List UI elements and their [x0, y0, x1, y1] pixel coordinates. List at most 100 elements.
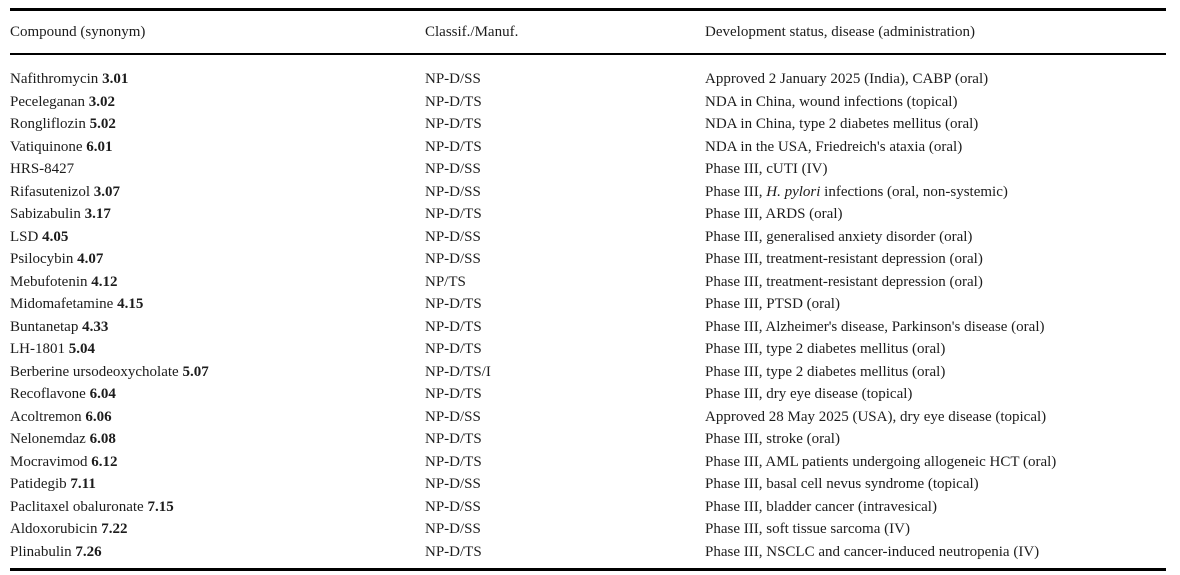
- status-cell: Phase III, type 2 diabetes mellitus (ora…: [705, 361, 1166, 384]
- compound-name: Paclitaxel obaluronate: [10, 498, 144, 515]
- status-cell: NDA in the USA, Friedreich's ataxia (ora…: [705, 136, 1166, 159]
- table-header-row: Compound (synonym) Classif./Manuf. Devel…: [10, 11, 1166, 53]
- status-segment: Phase III, cUTI (IV): [705, 161, 828, 177]
- status-segment: Approved 28 May 2025 (USA), dry eye dise…: [705, 408, 1047, 425]
- classification-cell: NP-D/SS: [425, 161, 481, 177]
- table-rule-bottom: [10, 568, 1166, 571]
- status-cell: Phase III, bladder cancer (intravesical): [705, 496, 1166, 519]
- compound-number: 4.15: [117, 296, 144, 312]
- compound-cell: Plinabulin 7.26: [10, 541, 425, 564]
- status-segment: Phase III, type 2 diabetes mellitus (ora…: [705, 363, 946, 380]
- status-segment: Phase III, treatment-resistant depressio…: [705, 273, 983, 290]
- compound-number: 5.07: [182, 363, 209, 380]
- status-cell: NDA in China, wound infections (topical): [705, 91, 1166, 114]
- status-segment: Phase III, treatment-resistant depressio…: [705, 251, 983, 267]
- classification-cell: NP-D/TS/I: [425, 363, 491, 380]
- status-cell: Approved 2 January 2025 (India), CABP (o…: [705, 68, 1166, 91]
- status-cell: Phase III, treatment-resistant depressio…: [705, 271, 1166, 294]
- compound-number: 3.07: [93, 183, 120, 200]
- compound-cell: HRS-8427: [10, 158, 425, 181]
- classification-cell: NP-D/TS: [425, 431, 482, 447]
- classification-cell: NP-D/SS: [425, 476, 481, 492]
- status-cell: Phase III, treatment-resistant depressio…: [705, 248, 1166, 271]
- compound-number: 3.17: [84, 206, 111, 222]
- status-segment: Phase III, generalised anxiety disorder …: [705, 228, 973, 245]
- compound-cell: Aldoxorubicin 7.22: [10, 518, 425, 541]
- compound-name: Nelonemdaz: [10, 431, 86, 447]
- status-segment: Phase III, dry eye disease (topical): [705, 386, 913, 402]
- compound-name: Midomafetamine: [10, 296, 114, 312]
- table-row: Vatiquinone 6.01 NP-D/TS NDA in the USA,…: [10, 136, 1166, 159]
- classification-cell: NP-D/TS: [425, 543, 482, 560]
- status-segment: infections (oral, non-systemic): [820, 183, 1008, 200]
- classification-cell: NP-D/TS: [425, 138, 482, 155]
- status-cell: Approved 28 May 2025 (USA), dry eye dise…: [705, 406, 1166, 429]
- compound-cell: Vatiquinone 6.01: [10, 136, 425, 159]
- classification-cell: NP-D/TS: [425, 93, 482, 110]
- compound-name: Sabizabulin: [10, 206, 81, 222]
- compound-name: Rifasutenizol: [10, 183, 90, 200]
- compound-number: 3.02: [88, 93, 115, 110]
- status-segment: NDA in China, wound infections (topical): [705, 93, 958, 110]
- table-row: Buntanetap 4.33 NP-D/TS Phase III, Alzhe…: [10, 316, 1166, 339]
- table-row: Aldoxorubicin 7.22 NP-D/SS Phase III, so…: [10, 518, 1166, 541]
- compound-cell: Recoflavone 6.04: [10, 383, 425, 406]
- compound-cell: Buntanetap 4.33: [10, 316, 425, 339]
- compound-number: 4.05: [42, 228, 69, 245]
- classification-cell: NP-D/SS: [425, 228, 481, 245]
- compound-number: 7.11: [70, 476, 96, 492]
- status-cell: Phase III, NSCLC and cancer-induced neut…: [705, 541, 1166, 564]
- compound-number: 4.07: [77, 251, 104, 267]
- clinical-compounds-table: Compound (synonym) Classif./Manuf. Devel…: [10, 8, 1166, 571]
- column-header-compound: Compound (synonym): [10, 23, 146, 40]
- table-row: Nafithromycin 3.01 NP-D/SS Approved 2 Ja…: [10, 68, 1166, 91]
- table-row: Psilocybin 4.07 NP-D/SS Phase III, treat…: [10, 248, 1166, 271]
- table-row: LH-1801 5.04 NP-D/TS Phase III, type 2 d…: [10, 338, 1166, 361]
- status-segment: Phase III, type 2 diabetes mellitus (ora…: [705, 341, 946, 357]
- classification-cell: NP/TS: [425, 273, 466, 290]
- compound-name: Acoltremon: [10, 408, 82, 425]
- status-segment: Phase III, Alzheimer's disease, Parkinso…: [705, 318, 1045, 335]
- status-cell: NDA in China, type 2 diabetes mellitus (…: [705, 113, 1166, 136]
- table-row: Recoflavone 6.04 NP-D/TS Phase III, dry …: [10, 383, 1166, 406]
- status-segment: Phase III, AML patients undergoing allog…: [705, 453, 1057, 470]
- compound-number: 4.12: [91, 273, 118, 290]
- compound-cell: Sabizabulin 3.17: [10, 203, 425, 226]
- compound-name: Nafithromycin: [10, 71, 99, 87]
- status-segment: Phase III, ARDS (oral): [705, 206, 843, 222]
- column-header-development-status: Development status, disease (administrat…: [705, 23, 975, 40]
- compound-number: 5.02: [89, 116, 116, 132]
- compound-cell: Acoltremon 6.06: [10, 406, 425, 429]
- classification-cell: NP-D/TS: [425, 453, 482, 470]
- compound-cell: Mocravimod 6.12: [10, 451, 425, 474]
- status-segment: NDA in China, type 2 diabetes mellitus (…: [705, 116, 979, 132]
- table-row: HRS-8427 NP-D/SS Phase III, cUTI (IV): [10, 158, 1166, 181]
- compound-number: 6.08: [89, 431, 116, 447]
- status-cell: Phase III, H. pylori infections (oral, n…: [705, 181, 1166, 204]
- classification-cell: NP-D/SS: [425, 498, 481, 515]
- table-row: Mocravimod 6.12 NP-D/TS Phase III, AML p…: [10, 451, 1166, 474]
- compound-name: Psilocybin: [10, 251, 74, 267]
- compound-name: Patidegib: [10, 476, 67, 492]
- compound-name: Mocravimod: [10, 453, 88, 470]
- status-segment: Approved 2 January 2025 (India), CABP (o…: [705, 71, 989, 87]
- compound-name: LH-1801: [10, 341, 65, 357]
- status-cell: Phase III, basal cell nevus syndrome (to…: [705, 473, 1166, 496]
- table-row: Plinabulin 7.26 NP-D/TS Phase III, NSCLC…: [10, 541, 1166, 564]
- status-cell: Phase III, ARDS (oral): [705, 203, 1166, 226]
- table-row: Rifasutenizol 3.07 NP-D/SS Phase III, H.…: [10, 181, 1166, 204]
- table-row: Acoltremon 6.06 NP-D/SS Approved 28 May …: [10, 406, 1166, 429]
- compound-number: 6.06: [85, 408, 112, 425]
- compound-cell: Nafithromycin 3.01: [10, 68, 425, 91]
- compound-number: 3.01: [102, 71, 129, 87]
- status-segment: NDA in the USA, Friedreich's ataxia (ora…: [705, 138, 963, 155]
- compound-name: Recoflavone: [10, 386, 86, 402]
- compound-name: Rongliflozin: [10, 116, 86, 132]
- table-row: Midomafetamine 4.15 NP-D/TS Phase III, P…: [10, 293, 1166, 316]
- status-cell: Phase III, dry eye disease (topical): [705, 383, 1166, 406]
- status-cell: Phase III, cUTI (IV): [705, 158, 1166, 181]
- compound-name: Berberine ursodeoxycholate: [10, 363, 179, 380]
- table-row: Peceleganan 3.02 NP-D/TS NDA in China, w…: [10, 91, 1166, 114]
- compound-number: 5.04: [68, 341, 95, 357]
- compound-number: 7.22: [101, 521, 128, 537]
